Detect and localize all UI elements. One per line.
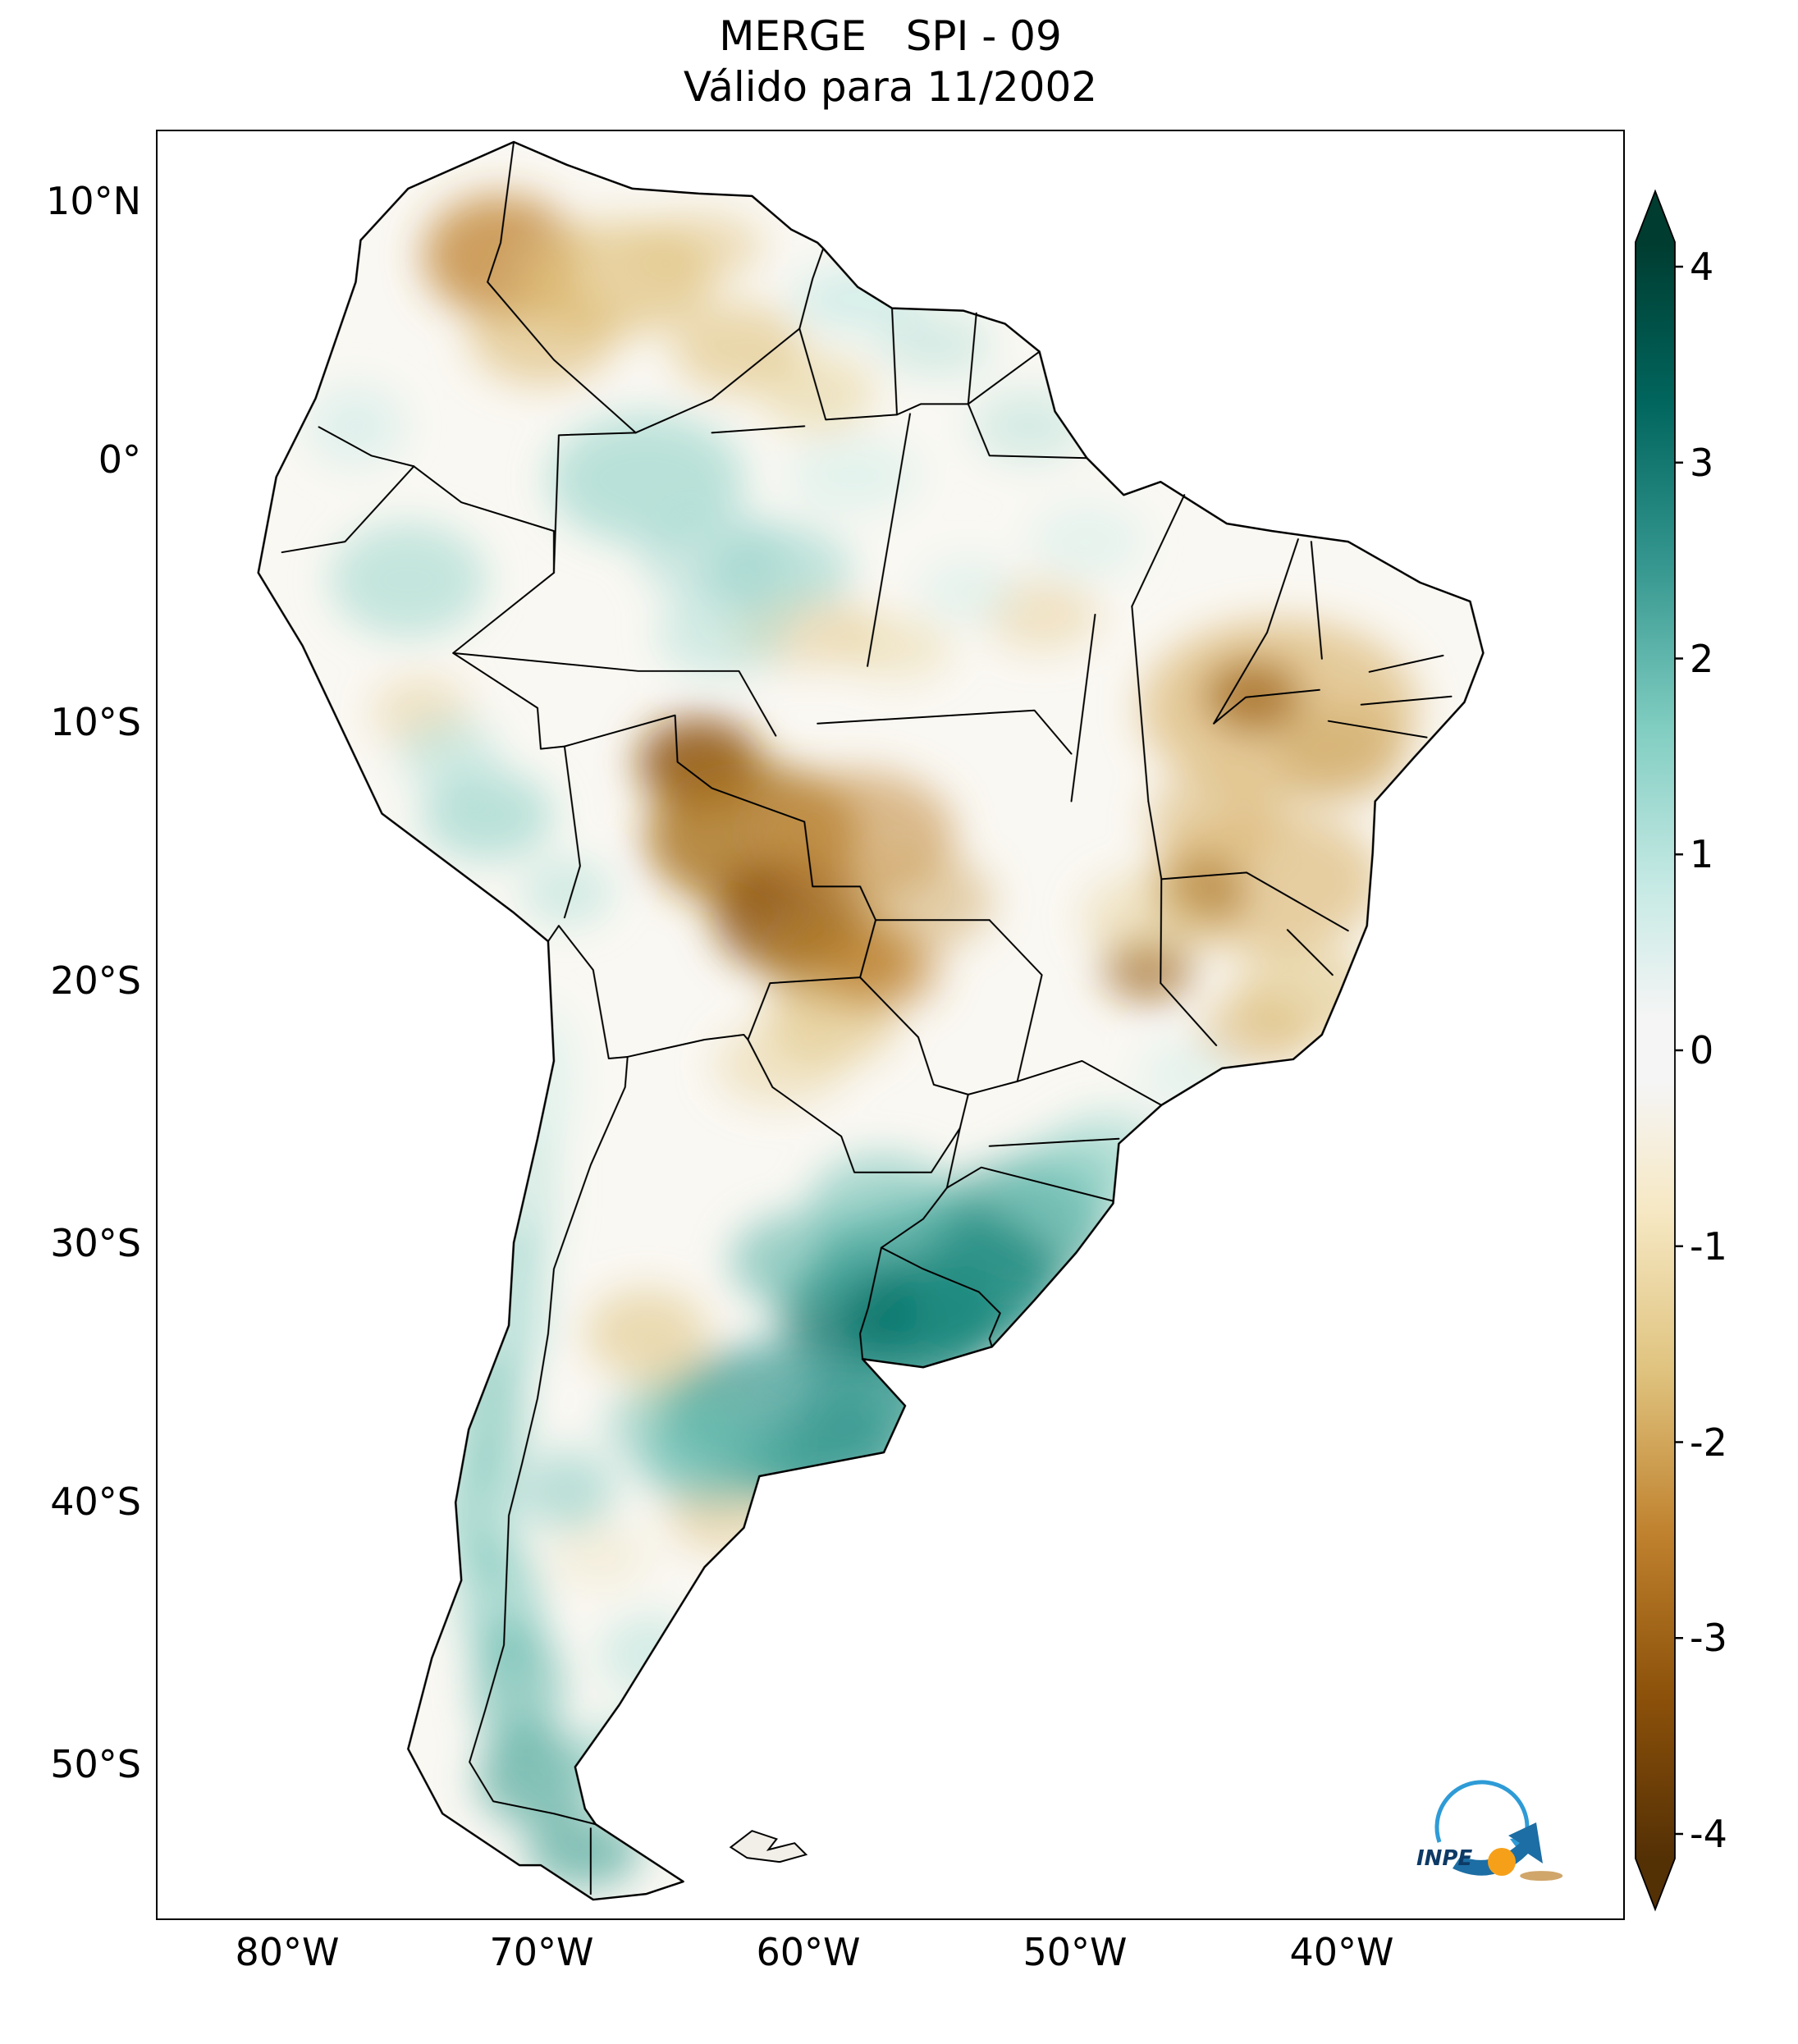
inpe-logo: INPE: [1405, 1760, 1561, 1900]
y-tick-label: 20°S: [50, 958, 141, 1003]
colorbar-tick-label: 3: [1690, 441, 1714, 485]
south-america-map: [257, 140, 1563, 1901]
colorbar-tick-label: -3: [1690, 1616, 1727, 1660]
colorbar-tick-label: -4: [1690, 1812, 1727, 1856]
y-tick-label: 10°S: [50, 700, 141, 744]
colorbar-tick-label: 0: [1690, 1028, 1714, 1072]
map-plot-area: INPE: [156, 130, 1625, 1920]
country-state-borders: [281, 140, 1453, 1895]
y-tick-label: 40°S: [50, 1479, 141, 1524]
figure-title: MERGE SPI - 09: [719, 12, 1062, 60]
colorbar-tick-label: 1: [1690, 832, 1714, 876]
colorbar: 4 3 2 1 0 -1 -2 -3 -4: [1629, 185, 1798, 1924]
y-tick-label: 50°S: [50, 1742, 141, 1786]
x-tick-label: 50°W: [1023, 1930, 1128, 1974]
x-tick-label: 40°W: [1289, 1930, 1394, 1974]
island-outline: [729, 1830, 808, 1863]
south-georgia-sliver: [1520, 1871, 1563, 1882]
inpe-logo-text: INPE: [1416, 1846, 1472, 1871]
colorbar-tick-label: -2: [1690, 1420, 1727, 1465]
colorbar-tick-label: -1: [1690, 1224, 1727, 1269]
x-tick-label: 70°W: [489, 1930, 594, 1974]
colorbar-gradient: [1635, 189, 1683, 1912]
colorbar-tick-label: 4: [1690, 245, 1714, 289]
inpe-logo-thin-arrow: [1434, 1780, 1530, 1854]
x-tick-label: 80°W: [235, 1930, 340, 1974]
inpe-logo-bold-arrow: [1453, 1822, 1543, 1876]
y-tick-label: 30°S: [50, 1221, 141, 1265]
x-tick-label: 60°W: [756, 1930, 861, 1974]
inpe-logo-orange-dot: [1488, 1848, 1516, 1876]
coastline-outline: [257, 140, 1485, 1901]
colorbar-tick-label: 2: [1690, 637, 1714, 681]
figure-subtitle: Válido para 11/2002: [683, 63, 1098, 111]
y-tick-label: 0°: [98, 437, 141, 482]
y-tick-label: 10°N: [46, 179, 141, 223]
